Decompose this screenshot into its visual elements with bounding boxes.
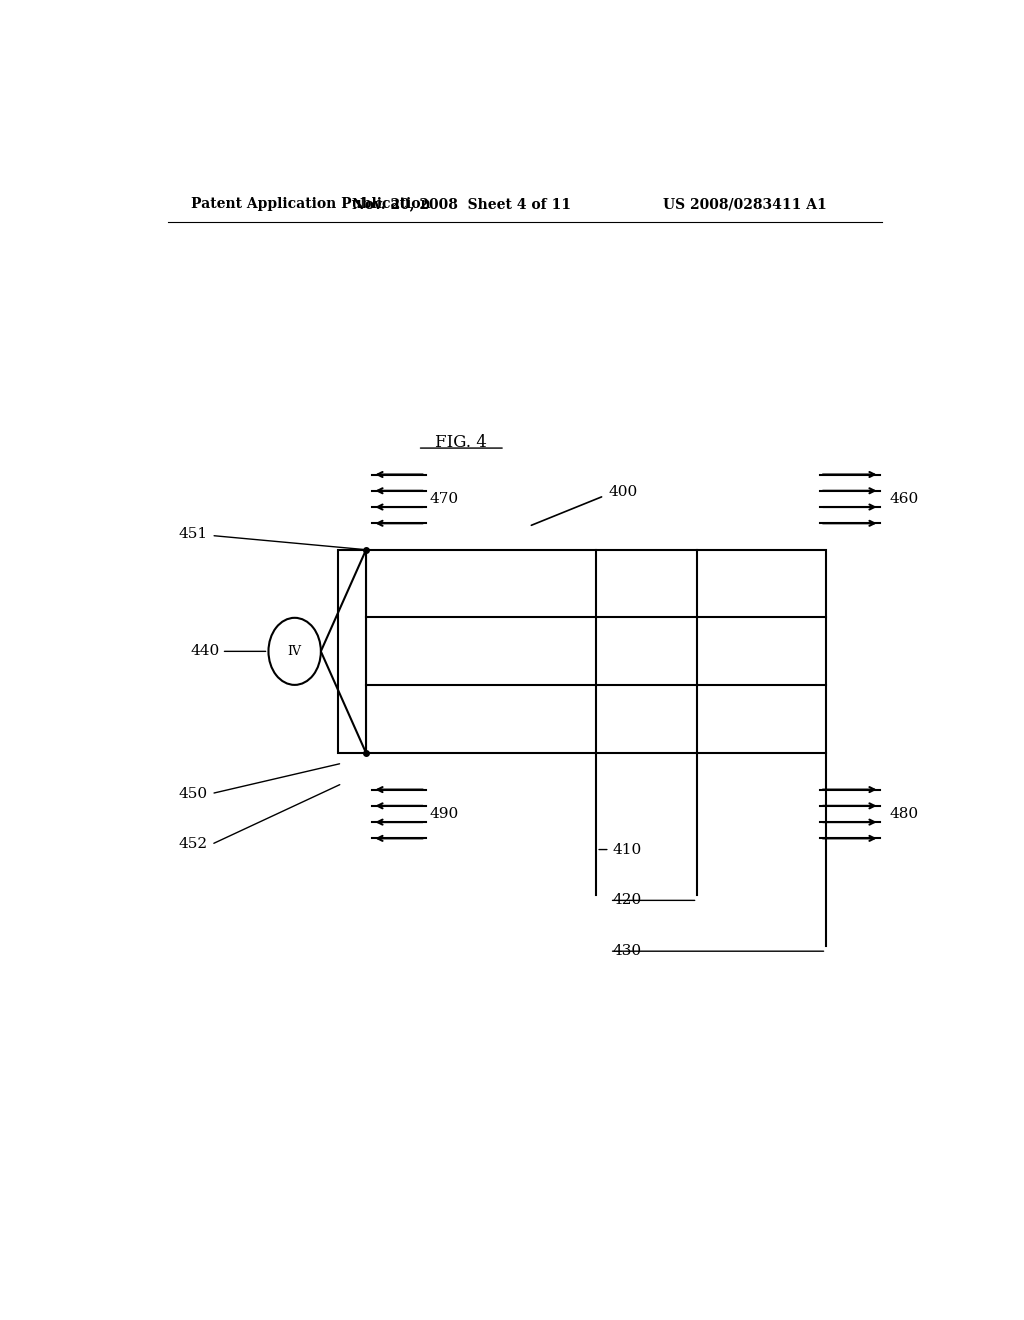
- Text: Nov. 20, 2008  Sheet 4 of 11: Nov. 20, 2008 Sheet 4 of 11: [352, 197, 570, 211]
- Text: 452: 452: [178, 837, 207, 851]
- Text: Patent Application Publication: Patent Application Publication: [191, 197, 431, 211]
- Bar: [367, 549, 826, 752]
- Circle shape: [268, 618, 321, 685]
- Text: FIG. 4: FIG. 4: [435, 434, 487, 451]
- Text: 480: 480: [890, 807, 919, 821]
- Text: 450: 450: [178, 787, 207, 801]
- Text: 440: 440: [190, 644, 219, 659]
- Text: US 2008/0283411 A1: US 2008/0283411 A1: [663, 197, 826, 211]
- Text: 410: 410: [612, 842, 641, 857]
- Text: 430: 430: [612, 944, 641, 958]
- Bar: [338, 549, 367, 752]
- Text: 470: 470: [430, 492, 459, 506]
- Text: 490: 490: [430, 807, 459, 821]
- Text: 460: 460: [890, 492, 920, 506]
- Text: IV: IV: [288, 645, 302, 657]
- Text: 400: 400: [608, 484, 637, 499]
- Text: 451: 451: [178, 528, 207, 541]
- Text: 420: 420: [612, 894, 641, 907]
